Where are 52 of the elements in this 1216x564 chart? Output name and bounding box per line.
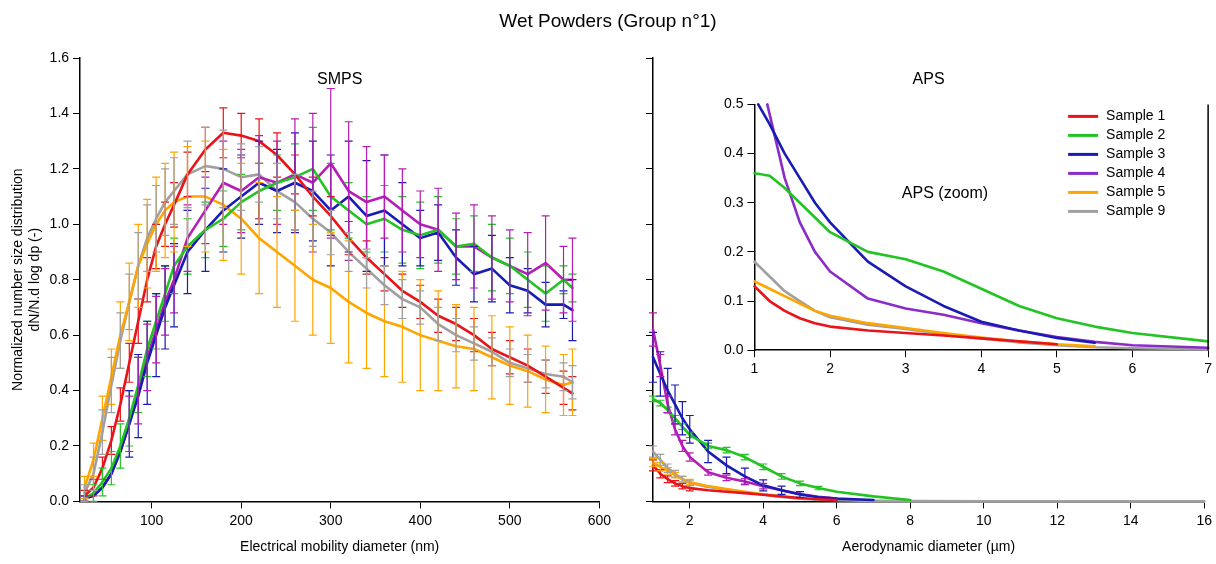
y-tick-label: 0.3 bbox=[723, 193, 744, 210]
x-tick-label: 500 bbox=[498, 511, 522, 528]
y-tick-label: 1.2 bbox=[49, 159, 70, 176]
x-tick-label: 4 bbox=[977, 360, 986, 377]
x-tick-label: 200 bbox=[229, 511, 254, 528]
legend-label: Sample 1 bbox=[1106, 107, 1166, 124]
y-tick-label: 0.0 bbox=[723, 341, 744, 358]
x-tick-label: 2 bbox=[685, 511, 694, 528]
y-tick-label: 0.5 bbox=[723, 95, 744, 112]
x-tick-label: 6 bbox=[832, 511, 841, 528]
y-tick-label: 0.4 bbox=[49, 381, 70, 398]
y-tick-label: 0.8 bbox=[49, 270, 70, 287]
x-tick-label: 12 bbox=[1049, 511, 1066, 528]
legend-label: Sample 3 bbox=[1106, 145, 1166, 162]
x-tick-label: 16 bbox=[1196, 511, 1213, 528]
point bbox=[648, 457, 658, 468]
y-tick-label: 0.1 bbox=[723, 291, 744, 308]
x-tick-label: 400 bbox=[408, 511, 433, 528]
text: APS (zoom) bbox=[901, 183, 989, 201]
y-tick-label: 1.0 bbox=[49, 215, 70, 232]
y-tick-label: 0.0 bbox=[49, 492, 70, 509]
y-tick-label: 0.4 bbox=[723, 144, 744, 161]
x-tick-label: 3 bbox=[901, 360, 910, 377]
x-axis-title: Aerodynamic diameter (µm) bbox=[842, 538, 1016, 555]
x-tick-label: 14 bbox=[1122, 511, 1139, 528]
x-tick-label: 1 bbox=[750, 360, 759, 377]
x-tick-label: 10 bbox=[975, 511, 992, 528]
x-tick-label: 5 bbox=[1052, 360, 1061, 377]
y-tick-label: 0.2 bbox=[723, 242, 744, 259]
legend-label: Sample 4 bbox=[1106, 164, 1166, 181]
x-tick-label: 600 bbox=[587, 511, 612, 528]
y-tick-label: 1.6 bbox=[49, 48, 70, 65]
x-tick-label: 4 bbox=[759, 511, 768, 528]
y-tick-label: 0.6 bbox=[49, 325, 70, 342]
text: APS bbox=[912, 69, 945, 87]
y-axis-title: Normalized number size distribution dN/N.d log dp (-) bbox=[9, 168, 43, 391]
x-tick-label: 2 bbox=[826, 360, 835, 377]
x-tick-label: 7 bbox=[1204, 360, 1213, 377]
x-tick-label: 6 bbox=[1128, 360, 1137, 377]
x-tick-label: 8 bbox=[906, 511, 915, 528]
text: SMPS bbox=[317, 69, 363, 87]
y-tick-label: 0.2 bbox=[49, 436, 70, 453]
legend-label: Sample 5 bbox=[1106, 183, 1166, 200]
point bbox=[655, 462, 665, 472]
x-tick-label: 300 bbox=[319, 511, 343, 528]
chart-title: Wet Powders (Group n°1) bbox=[498, 10, 718, 32]
point bbox=[648, 445, 658, 458]
legend-label: Sample 9 bbox=[1106, 202, 1166, 219]
x-tick-label: 100 bbox=[140, 511, 164, 528]
legend-label: Sample 2 bbox=[1106, 126, 1166, 143]
y-tick-label: 1.4 bbox=[49, 104, 70, 121]
x-axis-title: Electrical mobility diameter (nm) bbox=[240, 538, 440, 555]
